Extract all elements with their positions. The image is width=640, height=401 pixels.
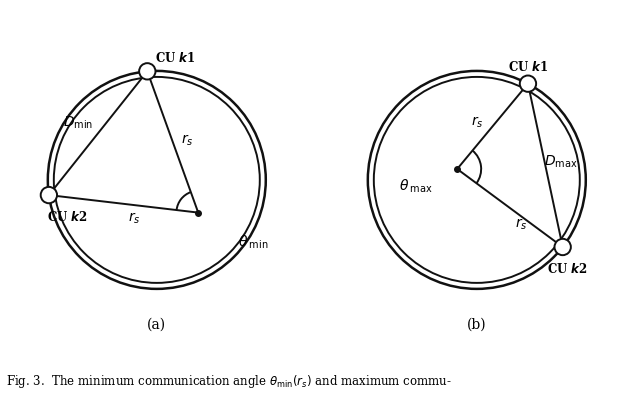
Text: $\theta\,_{\rm min}$: $\theta\,_{\rm min}$ [239,233,269,250]
Text: $r_s$: $r_s$ [128,210,141,225]
Text: $D_{\rm max}$: $D_{\rm max}$ [544,154,577,170]
Text: $r_s$: $r_s$ [515,216,527,231]
Circle shape [139,64,156,80]
Text: $D_{\rm min}$: $D_{\rm min}$ [63,115,93,131]
Text: $\theta\,_{\rm max}$: $\theta\,_{\rm max}$ [399,177,433,194]
Text: CU $\bfit{k}$2: CU $\bfit{k}$2 [547,261,588,275]
Circle shape [520,76,536,93]
Circle shape [41,187,57,204]
Text: (b): (b) [467,317,486,331]
Text: CU $\bfit{k}$1: CU $\bfit{k}$1 [508,60,548,74]
Text: (a): (a) [147,317,166,331]
Text: Fig. 3.  The minimum communication angle $\theta_{\min}(r_s)$ and maximum commu-: Fig. 3. The minimum communication angle … [6,372,452,389]
Text: CU $\bfit{k}$1: CU $\bfit{k}$1 [155,51,195,65]
Text: $r_s$: $r_s$ [471,114,484,129]
Text: $r_s$: $r_s$ [180,133,193,148]
Text: CU $\bfit{k}$2: CU $\bfit{k}$2 [47,210,87,224]
Circle shape [554,239,571,255]
